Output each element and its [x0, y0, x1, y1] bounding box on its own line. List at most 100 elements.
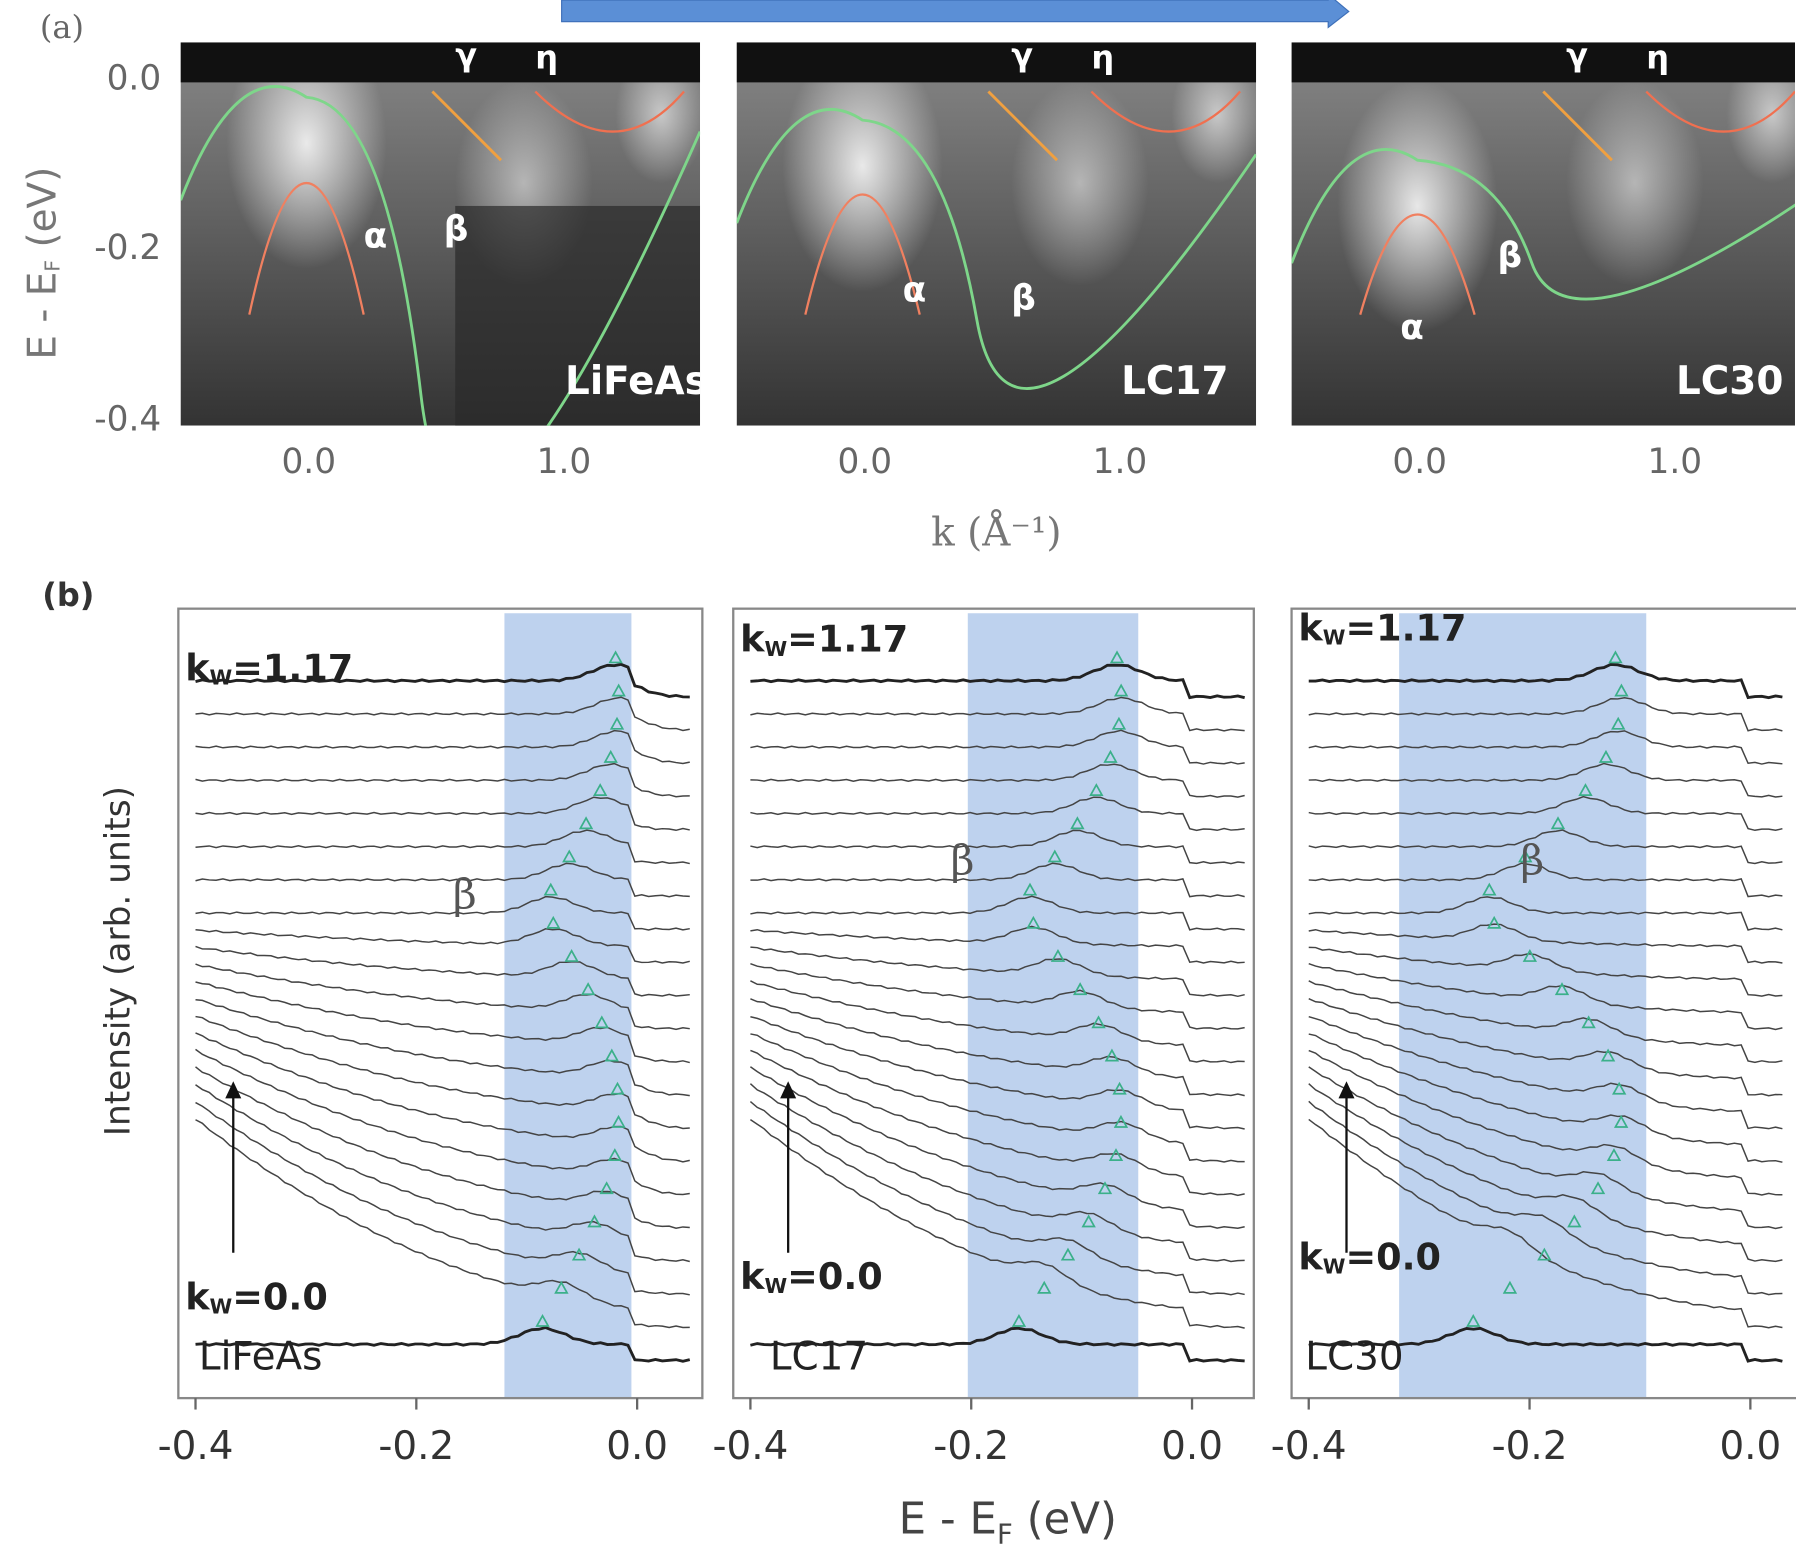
- arpes-image: LiFeAs: [180, 42, 708, 426]
- band-line: [987, 90, 1059, 162]
- k-sub: W: [764, 637, 787, 661]
- x-axis-title: E - EF (eV): [899, 1494, 1117, 1550]
- edc-curve: [1308, 829, 1783, 865]
- dark-region: [455, 205, 701, 426]
- fermi-band: [180, 42, 701, 83]
- edc-curve: [195, 928, 690, 964]
- peak-marker: [546, 915, 561, 929]
- band-line: [804, 193, 921, 315]
- peak-marker: [1103, 749, 1118, 763]
- edc-curve: [195, 945, 690, 997]
- band-label: α: [1400, 308, 1424, 348]
- peak-marker: [1598, 749, 1614, 763]
- peak-marker: [1606, 1148, 1622, 1161]
- peak-marker: [593, 783, 608, 797]
- edc-curve: [1308, 1083, 1783, 1263]
- x-tick-label: -0.2: [1492, 1424, 1568, 1469]
- peak-marker: [543, 882, 558, 896]
- peak-marker: [594, 1015, 609, 1029]
- edc-curve: [750, 980, 1245, 1064]
- x-tick-label: -0.4: [1271, 1424, 1347, 1469]
- k-label: kW=1.17: [740, 617, 908, 661]
- band-label: β: [453, 871, 477, 919]
- edc-curve: [1308, 1033, 1783, 1163]
- edc-curve: [1308, 998, 1783, 1097]
- peak-marker: [610, 1081, 625, 1095]
- edc-curve: [1308, 697, 1783, 732]
- k-value: =1.17: [787, 617, 908, 660]
- edc-curve: [195, 729, 690, 765]
- peak-marker: [1089, 783, 1104, 797]
- edc-curve: [195, 963, 690, 1031]
- band-line: [248, 181, 365, 315]
- shade: [967, 613, 1139, 1399]
- peak-marker: [1466, 1313, 1481, 1327]
- edc-curve: [750, 862, 1245, 898]
- peak-marker: [1518, 849, 1533, 863]
- k-value: =0.0: [232, 1275, 328, 1318]
- edc-curve: [750, 895, 1245, 931]
- x-tick-label: 1.0: [537, 442, 592, 482]
- peak-marker: [1108, 1148, 1124, 1161]
- band-label: η: [535, 38, 558, 76]
- x-tick-label: 0.0: [606, 1424, 668, 1469]
- edc-curve: [750, 696, 1245, 732]
- edc-curve: [195, 762, 690, 798]
- k-text: k: [1298, 1235, 1324, 1278]
- peak-marker: [1011, 1313, 1027, 1327]
- peak-marker: [608, 650, 623, 664]
- sample-label: LiFeAs: [199, 1335, 322, 1380]
- band-label: γ: [1011, 36, 1033, 74]
- peak-marker: [1482, 882, 1497, 896]
- peak-marker: [1522, 948, 1538, 962]
- peak-marker: [609, 716, 625, 730]
- peak-marker: [1550, 816, 1566, 830]
- band-line: [1291, 148, 1795, 301]
- peak-marker: [1578, 783, 1593, 797]
- edc-curve: [195, 1101, 690, 1296]
- edc-curve: [750, 1049, 1245, 1197]
- k-value: =0.0: [787, 1254, 883, 1297]
- edc-curve: [195, 662, 690, 699]
- x-tick-label: 0.0: [1392, 442, 1447, 482]
- k-sub: W: [1323, 625, 1346, 649]
- edc-curve: [1308, 962, 1783, 1031]
- edc-curve: [195, 696, 690, 732]
- x-tick-label: 1.0: [1093, 442, 1148, 482]
- peak-marker: [1590, 1181, 1606, 1195]
- edc-curve: [1308, 662, 1783, 700]
- peak-marker: [611, 683, 626, 697]
- edc-curve: [195, 1084, 690, 1263]
- edc-curve: [1308, 795, 1783, 832]
- edc-curve: [1308, 862, 1783, 898]
- band-line: [1645, 90, 1795, 133]
- k-value: =1.17: [1346, 606, 1467, 649]
- fermi-band: [1291, 42, 1795, 83]
- band-label: β: [1498, 236, 1523, 276]
- edc-curve: [750, 962, 1245, 1031]
- k-text: k: [1298, 606, 1324, 649]
- peak-marker: [1050, 948, 1066, 962]
- band-line: [431, 90, 503, 162]
- edc-curve: [749, 1083, 1245, 1263]
- edc-curve: [750, 729, 1245, 765]
- edc-curve: [195, 1048, 690, 1196]
- edc-curve: [195, 862, 690, 898]
- arrow-head: [780, 1081, 797, 1099]
- peak-marker: [562, 849, 577, 863]
- band-label: η: [1646, 38, 1669, 76]
- peak-marker: [1502, 1280, 1518, 1294]
- peak-marker: [1022, 882, 1038, 896]
- edc-curve: [750, 796, 1245, 832]
- edc-curve: [750, 1016, 1245, 1130]
- peak-marker: [607, 1148, 623, 1161]
- band-label: γ: [1566, 36, 1588, 74]
- band-label: α: [903, 270, 927, 310]
- edc-curve: [750, 763, 1245, 798]
- sample-label: LiFeAs: [565, 359, 708, 404]
- peak-marker: [1026, 915, 1041, 929]
- k-text: k: [185, 646, 211, 689]
- banner-arrow: [561, 0, 1350, 29]
- y-tick-label: -0.2: [94, 228, 161, 268]
- peak-marker: [1104, 1048, 1120, 1062]
